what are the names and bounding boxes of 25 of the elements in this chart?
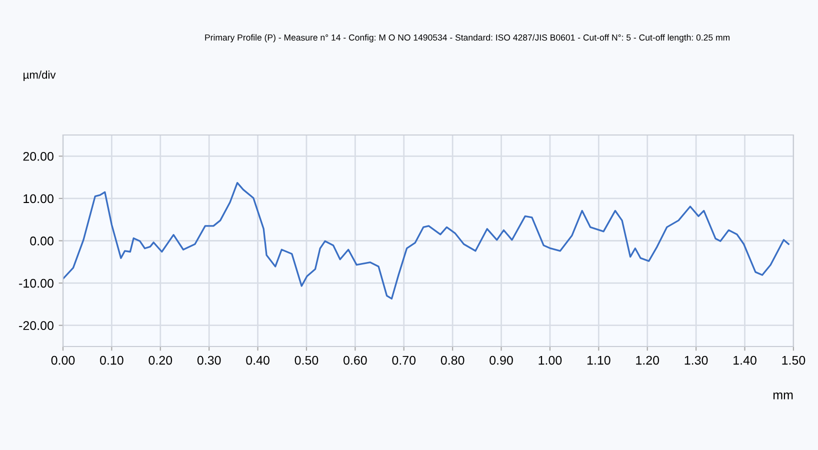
y-tick-label: 10.00 bbox=[24, 194, 54, 204]
y-tick-label: -20.00 bbox=[19, 321, 54, 330]
y-axis-title: µm/div bbox=[24, 70, 56, 81]
chart-title: Primary Profile (P) - Measure n° 14 - Config: M O NO 1490534 - Standard: ISO 4287/JIS B0601 - Cut-off N°: 5 - Cut-off length: 0.25 mm bbox=[205, 34, 730, 42]
y-tick-label: 20.00 bbox=[23, 152, 54, 161]
x-tick-label: 1.50 bbox=[782, 356, 806, 365]
x-tick-label: 0.90 bbox=[490, 356, 513, 365]
x-tick-label: 0.40 bbox=[246, 356, 270, 365]
x-tick-label: 0.10 bbox=[100, 356, 124, 365]
x-tick-label: 1.30 bbox=[684, 356, 708, 365]
x-tick-label: 0.70 bbox=[392, 356, 416, 365]
x-tick-label: 1.00 bbox=[538, 356, 562, 365]
x-tick-label: 0.60 bbox=[344, 356, 367, 365]
line-series bbox=[62, 182, 790, 300]
x-tick-label: 0.20 bbox=[148, 356, 172, 365]
x-tick-label: 0.30 bbox=[197, 356, 221, 365]
y-tick-label: -10.00 bbox=[19, 278, 54, 288]
x-tick-label: 0.00 bbox=[51, 356, 75, 365]
x-tick-label: 1.40 bbox=[734, 356, 756, 365]
x-axis-title: mm bbox=[773, 392, 793, 400]
x-tick-label: 1.10 bbox=[587, 356, 610, 365]
y-tick-label: 0.00 bbox=[30, 236, 54, 246]
x-tick-label: 1.20 bbox=[636, 356, 660, 365]
x-tick-label: 0.50 bbox=[294, 356, 318, 365]
x-tick-label: 0.80 bbox=[440, 356, 464, 365]
